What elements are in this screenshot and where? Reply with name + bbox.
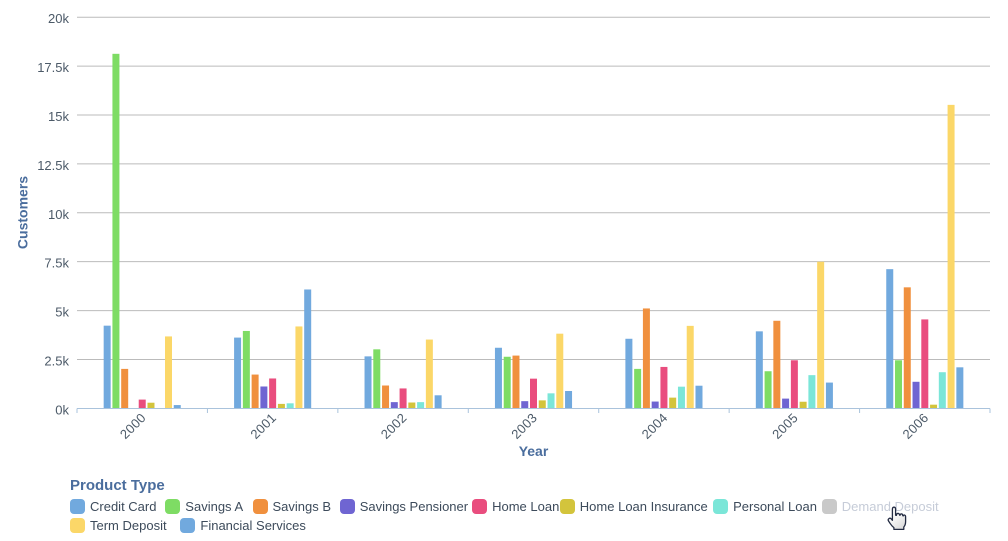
svg-text:5k: 5k [55,305,69,320]
svg-text:2005: 2005 [769,410,801,442]
svg-text:2004: 2004 [639,410,671,442]
svg-text:2003: 2003 [508,410,540,442]
svg-text:12.5k: 12.5k [37,158,69,173]
svg-text:10k: 10k [48,207,69,222]
svg-text:2006: 2006 [900,410,932,442]
svg-text:20k: 20k [48,11,69,26]
svg-text:Customers: Customers [15,176,31,249]
svg-text:0k: 0k [55,402,69,417]
svg-text:17.5k: 17.5k [37,60,69,75]
svg-text:7.5k: 7.5k [44,256,69,271]
svg-text:15k: 15k [48,109,69,124]
svg-text:2002: 2002 [378,410,410,442]
svg-text:2.5k: 2.5k [44,353,69,368]
svg-text:Year: Year [519,443,549,459]
svg-text:2000: 2000 [117,410,149,442]
svg-text:2001: 2001 [247,410,279,442]
